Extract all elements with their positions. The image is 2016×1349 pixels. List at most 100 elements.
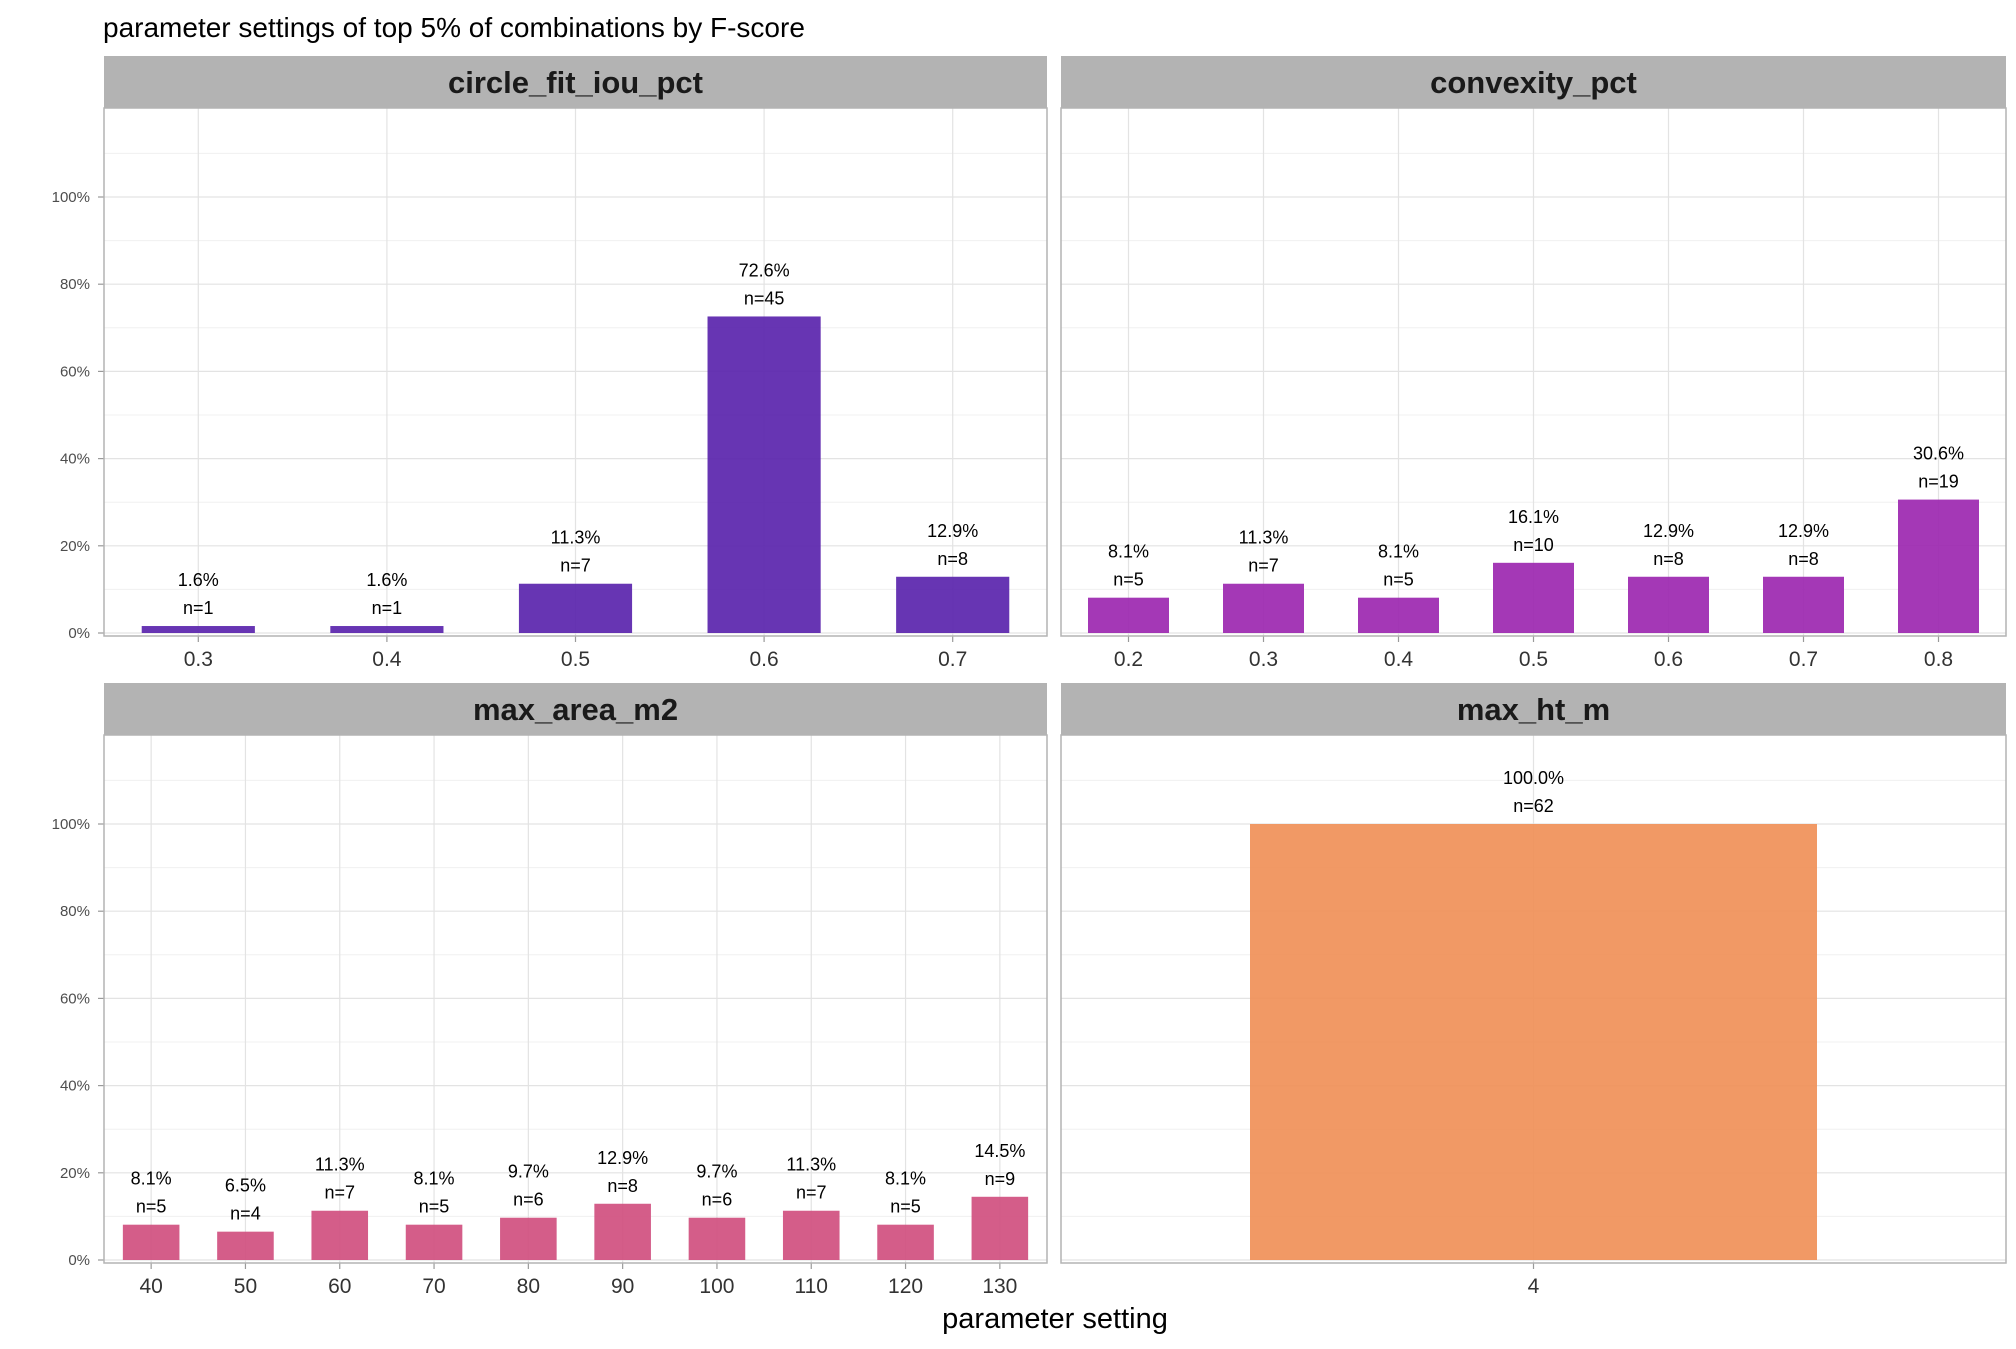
bar-n-label: n=45 — [744, 288, 785, 308]
x-tick-label: 0.7 — [1789, 648, 1818, 671]
bar-convexity-pct-0-5 — [1493, 562, 1574, 633]
facet-strip — [104, 56, 1047, 108]
facet-strip-label: max_area_m2 — [473, 692, 678, 727]
bar-max-area-m2-110 — [782, 1210, 840, 1260]
x-tick-label: 80 — [517, 1275, 540, 1298]
x-tick-label: 0.5 — [1519, 648, 1548, 671]
bar-n-label: n=5 — [419, 1197, 450, 1217]
bar-n-label: n=9 — [985, 1169, 1016, 1189]
bar-pct-label: 8.1% — [1378, 542, 1419, 562]
bar-n-label: n=6 — [513, 1190, 544, 1210]
bar-n-label: n=8 — [937, 549, 968, 569]
y-tick-label: 40% — [60, 451, 90, 468]
facet-strip-label: circle_fit_iou_pct — [448, 65, 703, 100]
x-tick-label: 0.6 — [749, 648, 778, 671]
bar-n-label: n=7 — [324, 1183, 355, 1203]
y-tick-label: 100% — [52, 189, 90, 206]
bar-max-area-m2-40 — [122, 1224, 180, 1260]
bar-n-label: n=8 — [1788, 549, 1819, 569]
facet-strip — [104, 683, 1047, 735]
bar-circle-fit-iou-pct-0-6 — [707, 316, 821, 633]
bar-n-label: n=7 — [560, 556, 591, 576]
bar-convexity-pct-0-8 — [1898, 499, 1979, 633]
bar-pct-label: 11.3% — [1239, 528, 1289, 548]
bar-n-label: n=62 — [1513, 796, 1554, 816]
bar-max-area-m2-60 — [311, 1210, 369, 1260]
bar-n-label: n=4 — [230, 1204, 261, 1224]
x-tick-label: 130 — [982, 1275, 1017, 1298]
y-tick-label: 60% — [60, 990, 90, 1007]
facet-panel-circle-fit-iou-pct: n=1 1.6% 0.3 n=1 1.6% 0.4 n=7 11.3% 0.5 n=45 72.6%… — [52, 56, 1048, 671]
y-tick-label: 0% — [68, 1252, 90, 1269]
x-tick-label: 0.5 — [561, 648, 590, 671]
bar-pct-label: 8.1% — [1108, 542, 1149, 562]
bar-n-label: n=7 — [1248, 556, 1279, 576]
bar-pct-label: 14.5% — [974, 1141, 1025, 1161]
bar-pct-label: 1.6% — [366, 570, 407, 590]
bar-convexity-pct-0-2 — [1088, 597, 1169, 633]
chart-title: parameter settings of top 5% of combinat… — [103, 12, 805, 43]
y-tick-label: 0% — [68, 625, 90, 642]
bar-pct-label: 12.9% — [1643, 521, 1694, 541]
facet-strip-label: convexity_pct — [1430, 65, 1637, 100]
bar-pct-label: 12.9% — [597, 1148, 648, 1168]
facet-strip-label: max_ht_m — [1457, 692, 1610, 727]
y-tick-label: 40% — [60, 1078, 90, 1095]
bar-n-label: n=8 — [1653, 549, 1684, 569]
bar-pct-label: 1.6% — [178, 570, 219, 590]
bar-n-label: n=19 — [1918, 472, 1959, 492]
bar-pct-label: 8.1% — [885, 1169, 926, 1189]
facet-panel-convexity-pct: n=5 8.1% 0.2 n=7 11.3% 0.3 n=5 8.1% 0.4 n=10 16.1%… — [1060, 56, 2007, 671]
bar-max-area-m2-120 — [877, 1224, 934, 1260]
facet-strip — [1061, 683, 2006, 735]
bar-pct-label: 16.1% — [1508, 507, 1559, 527]
x-tick-label: 110 — [795, 1275, 828, 1298]
bar-convexity-pct-0-3 — [1223, 583, 1304, 633]
x-tick-label: 90 — [611, 1275, 634, 1298]
y-tick-label: 20% — [60, 1165, 90, 1182]
y-tick-label: 60% — [60, 363, 90, 380]
bar-n-label: n=1 — [183, 598, 214, 618]
facet-panel-max-ht-m: n=62 100.0% 4 max_ht_m — [1060, 683, 2007, 1298]
x-tick-label: 0.3 — [184, 648, 213, 671]
bar-pct-label: 8.1% — [414, 1169, 455, 1189]
bar-circle-fit-iou-pct-0-7 — [896, 576, 1010, 633]
x-tick-label: 0.2 — [1114, 648, 1143, 671]
bar-max-area-m2-70 — [405, 1224, 463, 1260]
bar-n-label: n=1 — [372, 598, 403, 618]
bar-n-label: n=5 — [1113, 570, 1144, 590]
bar-max-area-m2-50 — [217, 1231, 274, 1260]
bar-pct-label: 9.7% — [696, 1162, 737, 1182]
bar-convexity-pct-0-7 — [1763, 576, 1844, 633]
x-axis-title: parameter setting — [942, 1303, 1168, 1335]
facet-panel-max-area-m2: n=5 8.1% 40 n=4 6.5% 50 n=7 11.3% 60 n=5 8.1% 70 n=6… — [52, 683, 1048, 1298]
x-tick-label: 60 — [328, 1275, 351, 1298]
bar-n-label: n=5 — [890, 1197, 921, 1217]
bar-max-ht-m-4 — [1250, 824, 1817, 1260]
x-tick-label: 0.4 — [372, 648, 402, 671]
y-tick-label: 80% — [60, 276, 90, 293]
x-tick-label: 70 — [422, 1275, 445, 1298]
y-tick-label: 20% — [60, 538, 90, 555]
x-tick-label: 0.7 — [938, 648, 967, 671]
x-tick-label: 0.3 — [1249, 648, 1278, 671]
bar-pct-label: 72.6% — [739, 260, 790, 280]
facet-strip — [1061, 56, 2006, 108]
x-tick-label: 100 — [699, 1275, 734, 1298]
bar-n-label: n=5 — [1383, 570, 1414, 590]
y-tick-label: 100% — [52, 816, 90, 833]
bar-max-area-m2-80 — [500, 1217, 557, 1260]
bar-pct-label: 9.7% — [508, 1162, 549, 1182]
bar-max-area-m2-90 — [594, 1203, 651, 1260]
bar-circle-fit-iou-pct-0-4 — [330, 626, 444, 633]
x-tick-label: 0.4 — [1384, 648, 1414, 671]
bar-n-label: n=6 — [702, 1190, 733, 1210]
bar-max-area-m2-130 — [971, 1196, 1029, 1260]
bar-pct-label: 6.5% — [225, 1176, 266, 1196]
y-tick-label: 80% — [60, 903, 90, 920]
bar-n-label: n=10 — [1513, 535, 1554, 555]
bar-n-label: n=5 — [136, 1197, 167, 1217]
x-tick-label: 40 — [139, 1275, 162, 1298]
